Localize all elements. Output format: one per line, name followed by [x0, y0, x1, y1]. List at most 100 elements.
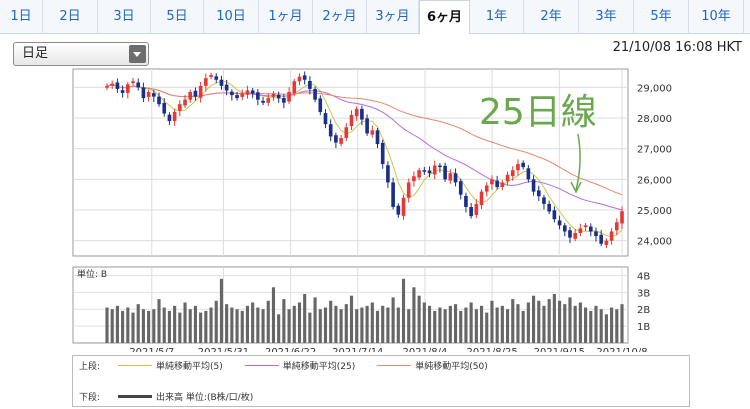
- volume-bar: [412, 287, 416, 343]
- volume-bar: [349, 295, 354, 343]
- candle-body: [552, 210, 557, 220]
- volume-bar: [485, 312, 489, 343]
- volume-bar: [121, 310, 125, 343]
- tab-period-3[interactable]: 5日: [151, 0, 204, 34]
- candle-body: [282, 98, 286, 103]
- candle-body: [157, 96, 161, 105]
- volume-bar: [584, 307, 588, 343]
- candle-body: [531, 179, 536, 192]
- candle-body: [292, 81, 297, 94]
- tab-period-9[interactable]: 1年: [470, 0, 524, 34]
- volume-bar: [464, 307, 468, 343]
- tab-period-2[interactable]: 3日: [98, 0, 151, 34]
- volume-bar: [500, 305, 504, 343]
- candle-body: [261, 100, 265, 103]
- volume-bar: [251, 302, 255, 343]
- volume-bar: [292, 305, 296, 343]
- candle-body: [198, 85, 203, 98]
- chart-legend: 上段: 単純移動平均(5) 単純移動平均(25) 単純移動平均(50) 下段: …: [72, 355, 690, 407]
- volume-bar: [474, 309, 478, 343]
- candle-body: [250, 90, 255, 94]
- tab-period-5[interactable]: 1ヶ月: [259, 0, 313, 34]
- volume-bar: [308, 312, 312, 343]
- candle-body: [599, 234, 604, 244]
- candle-body: [354, 108, 359, 117]
- volume-bar: [558, 300, 562, 343]
- tab-period-4[interactable]: 10日: [204, 0, 259, 34]
- x-tick-label: 2021/10/8: [596, 347, 647, 352]
- candle-body: [328, 124, 333, 137]
- volume-bar: [318, 309, 322, 343]
- candle-body: [110, 83, 115, 86]
- volume-bar: [240, 310, 244, 343]
- candle-body: [588, 226, 593, 232]
- candle-body: [609, 231, 614, 241]
- chevron-down-icon[interactable]: [129, 45, 146, 63]
- candle-body: [256, 92, 260, 100]
- candle-body: [505, 174, 510, 182]
- candle-body: [167, 114, 172, 122]
- volume-bar: [537, 300, 541, 343]
- tab-period-7[interactable]: 3ヶ月: [367, 0, 419, 34]
- candle-body: [500, 182, 505, 188]
- volume-bar: [219, 278, 224, 343]
- candle-body: [573, 233, 578, 239]
- legend-swatch-ma25: [244, 365, 279, 366]
- tab-period-10[interactable]: 2年: [524, 0, 579, 34]
- volume-bar: [573, 305, 577, 343]
- candle-body: [443, 165, 447, 180]
- volume-bar: [490, 300, 494, 343]
- tab-period-12[interactable]: 5年: [634, 0, 689, 34]
- volume-bar: [599, 309, 603, 343]
- tab-period-11[interactable]: 3年: [579, 0, 634, 34]
- volume-bar: [542, 305, 546, 343]
- candle-body: [375, 130, 380, 145]
- volume-bar: [256, 307, 260, 343]
- volume-bar: [147, 310, 151, 343]
- chart-type-select[interactable]: 日足: [13, 42, 149, 66]
- candle-body: [490, 179, 494, 185]
- candle-body: [240, 93, 245, 97]
- tab-period-8[interactable]: 6ヶ月: [419, 0, 470, 35]
- candle-body: [204, 78, 208, 86]
- candle-body: [323, 113, 328, 125]
- tab-period-0[interactable]: 1日: [0, 0, 43, 34]
- price-plot-frame: [72, 68, 629, 257]
- price-y-tick-label: 28,000: [637, 114, 672, 125]
- candle-body: [162, 103, 167, 114]
- volume-bar: [261, 309, 265, 343]
- candle-body: [469, 206, 473, 217]
- candle-body: [349, 114, 354, 127]
- tab-period-1[interactable]: 2日: [43, 0, 98, 34]
- annotation-arrow: [575, 133, 581, 191]
- tab-period-13[interactable]: 10年: [689, 0, 744, 34]
- volume-bar: [459, 310, 463, 343]
- volume-bar: [552, 294, 556, 343]
- candle-body: [604, 240, 609, 245]
- volume-bar: [401, 278, 406, 343]
- tab-period-6[interactable]: 2ヶ月: [313, 0, 367, 34]
- volume-bar: [355, 309, 359, 343]
- volume-bar: [427, 305, 432, 343]
- candle-body: [120, 90, 125, 93]
- candle-body: [370, 130, 375, 135]
- candle-body: [125, 84, 130, 93]
- volume-bar: [417, 295, 421, 343]
- volume-bar: [230, 307, 234, 343]
- candle-body: [297, 76, 302, 82]
- candle-body: [172, 111, 177, 122]
- volume-bar: [152, 309, 156, 343]
- volume-bar: [271, 287, 276, 343]
- x-tick-label: 2021/8/25: [466, 347, 517, 352]
- volume-bar: [334, 305, 338, 343]
- candle-body: [271, 93, 276, 97]
- volume-bar: [360, 307, 364, 343]
- candle-body: [614, 222, 619, 231]
- volume-bar: [204, 310, 208, 343]
- legend-upper-label: 上段:: [79, 362, 101, 372]
- volume-bar: [438, 307, 442, 343]
- volume-y-tick-label: 4B: [637, 271, 650, 282]
- price-y-tick-label: 26,000: [637, 175, 672, 186]
- volume-bar: [511, 299, 515, 343]
- candle-body: [287, 91, 291, 102]
